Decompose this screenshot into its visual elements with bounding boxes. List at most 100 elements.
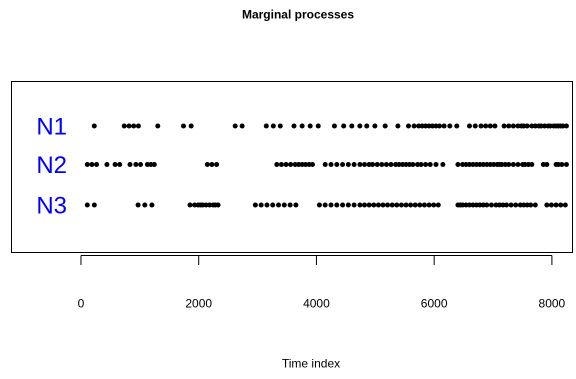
point-n1 (315, 123, 321, 129)
point-n2 (104, 162, 110, 167)
point-n3 (493, 202, 499, 208)
point-n2 (466, 162, 472, 167)
point-n1 (447, 123, 453, 129)
point-n2 (209, 162, 215, 167)
point-n3 (385, 202, 391, 208)
point-n1 (563, 123, 569, 129)
point-n3 (394, 202, 400, 208)
point-n1 (411, 123, 417, 129)
point-n2 (345, 162, 351, 167)
point-n3 (340, 202, 346, 208)
point-n2 (148, 162, 154, 167)
point-n1 (382, 123, 388, 129)
point-n1 (121, 123, 127, 129)
point-n3 (403, 202, 409, 208)
point-n1 (181, 123, 187, 129)
point-n3 (322, 202, 328, 208)
point-n1 (91, 123, 97, 129)
point-n3 (287, 202, 293, 208)
series-label-n2: N2 (36, 152, 67, 179)
point-n3 (463, 202, 469, 208)
point-n2 (357, 162, 363, 167)
point-n2 (506, 162, 512, 167)
x-tick-label: 8000 (539, 297, 566, 311)
point-n3 (135, 202, 141, 208)
point-n2 (540, 162, 546, 167)
point-n1 (487, 123, 493, 129)
point-n3 (192, 202, 198, 208)
point-n2 (410, 162, 416, 167)
point-n2 (366, 162, 372, 167)
point-n1 (483, 123, 489, 129)
point-n3 (417, 202, 423, 208)
point-n2 (214, 162, 220, 167)
point-n2 (396, 162, 402, 167)
point-n3 (470, 202, 476, 208)
point-n3 (508, 202, 514, 208)
point-n3 (412, 202, 418, 208)
point-n3 (484, 202, 490, 208)
point-n3 (500, 202, 506, 208)
point-n3 (362, 202, 368, 208)
point-n2 (559, 162, 565, 167)
point-n3 (215, 202, 221, 208)
point-n2 (510, 162, 516, 167)
point-n1 (405, 123, 411, 129)
point-n2 (515, 162, 521, 167)
point-n3 (91, 202, 97, 208)
point-n3 (84, 202, 90, 208)
point-n1 (155, 123, 161, 129)
point-n1 (307, 123, 313, 129)
point-n3 (398, 202, 404, 208)
point-n2 (484, 162, 490, 167)
point-n1 (239, 123, 245, 129)
point-n3 (351, 202, 357, 208)
point-n2 (383, 162, 389, 167)
x-tick-label: 2000 (185, 297, 212, 311)
point-n2 (388, 162, 394, 167)
point-n3 (488, 202, 494, 208)
point-n2 (322, 162, 328, 167)
point-n1 (560, 123, 566, 129)
point-n1 (364, 123, 370, 129)
point-n3 (562, 202, 568, 208)
point-n2 (525, 162, 531, 167)
point-n2 (362, 162, 368, 167)
point-n2 (84, 162, 90, 167)
point-n3 (558, 202, 564, 208)
point-n1 (419, 123, 425, 129)
series-label-n3: N3 (36, 193, 67, 220)
point-n3 (293, 202, 299, 208)
point-n2 (379, 162, 385, 167)
point-n3 (252, 202, 258, 208)
point-n1 (291, 123, 297, 129)
point-n1 (126, 123, 132, 129)
point-n1 (472, 123, 478, 129)
point-n2 (340, 162, 346, 167)
point-n1 (263, 123, 269, 129)
point-n2 (117, 162, 123, 167)
point-n1 (270, 123, 276, 129)
point-n2 (112, 162, 118, 167)
point-n3 (426, 202, 432, 208)
series-label-n1: N1 (36, 114, 67, 141)
point-n1 (349, 123, 355, 129)
point-n2 (309, 162, 315, 167)
point-n3 (389, 202, 395, 208)
point-n1 (395, 123, 401, 129)
point-n1 (506, 123, 512, 129)
point-n3 (553, 202, 559, 208)
point-n2 (303, 162, 309, 167)
point-n1 (299, 123, 305, 129)
point-n1 (501, 123, 507, 129)
point-n2 (274, 162, 280, 167)
point-n1 (441, 123, 447, 129)
point-n1 (372, 123, 378, 129)
point-n1 (135, 123, 141, 129)
point-n3 (497, 202, 503, 208)
point-n2 (480, 162, 486, 167)
point-n3 (281, 202, 287, 208)
point-n2 (487, 162, 493, 167)
